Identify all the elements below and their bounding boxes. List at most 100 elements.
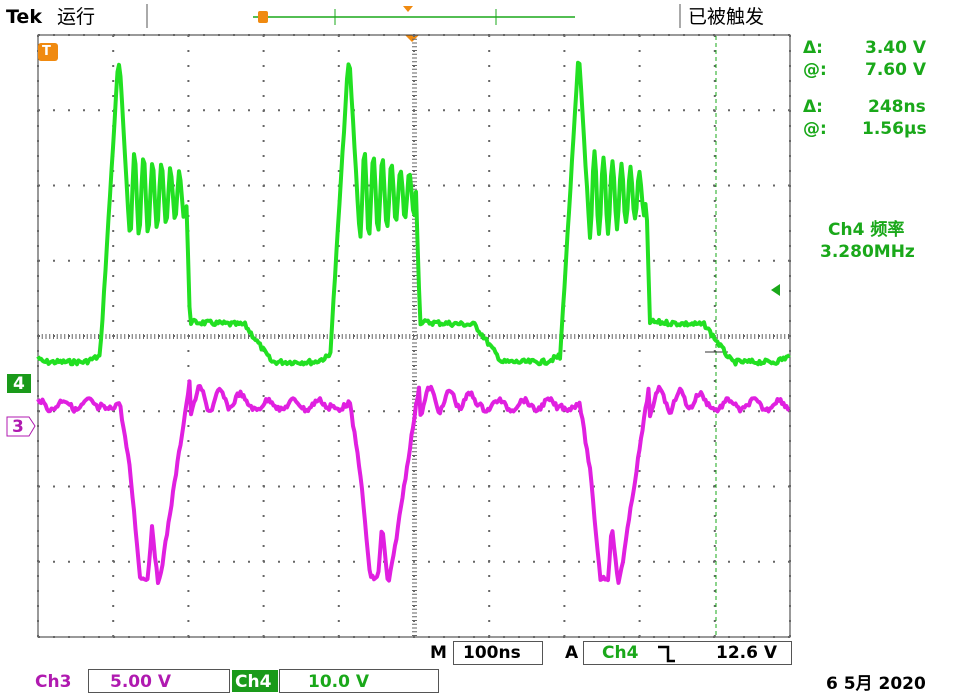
grid-dot — [488, 560, 490, 563]
grid-dot — [262, 65, 265, 67]
grid-dot — [37, 515, 39, 517]
grid-dot — [638, 140, 641, 142]
grid-dot — [683, 636, 685, 638]
grid-dot — [788, 109, 790, 112]
grid-dot — [112, 65, 115, 67]
grid-dot — [131, 334, 133, 339]
grid-dot — [412, 110, 417, 111]
grid-dot — [338, 636, 340, 638]
grid-dot — [593, 410, 595, 413]
grid-dot — [713, 636, 715, 638]
grid-dot — [112, 95, 115, 97]
grid-dot — [37, 530, 39, 532]
grid-dot — [218, 334, 219, 339]
grid-dot — [761, 334, 763, 339]
grid-dot — [262, 380, 265, 382]
grid-dot — [412, 61, 417, 63]
grid-dot — [412, 383, 417, 385]
grid-dot — [262, 425, 265, 427]
grid-dot — [210, 334, 212, 339]
grid-dot — [398, 636, 400, 638]
grid-dot — [638, 365, 641, 367]
grid-dot — [278, 259, 280, 262]
grid-dot — [143, 485, 145, 488]
grid-dot — [713, 109, 715, 112]
grid-dot — [488, 530, 491, 532]
grid-dot — [750, 334, 752, 339]
grid-dot — [638, 395, 641, 397]
grid-dot — [203, 334, 204, 339]
grid-dot — [323, 560, 325, 563]
grid-dot — [412, 496, 417, 498]
grid-dot — [412, 42, 417, 44]
grid-dot — [578, 485, 580, 488]
grid-dot — [412, 308, 417, 310]
grid-dot — [724, 334, 726, 339]
grid-dot — [143, 636, 145, 638]
grid-dot — [187, 620, 190, 622]
grid-dot — [71, 334, 73, 339]
grid-dot — [503, 410, 505, 413]
grid-dot — [563, 575, 566, 577]
grid-dot — [728, 109, 730, 112]
grid-dot — [37, 380, 39, 382]
grid-dot — [638, 245, 641, 247]
grid-dot — [337, 605, 340, 607]
grid-dot — [578, 109, 580, 112]
grid-dot — [416, 334, 418, 339]
grid-dot — [203, 184, 205, 187]
grid-dot — [390, 334, 392, 339]
grid-dot — [713, 620, 716, 622]
grid-dot — [79, 334, 81, 339]
grid-dot — [412, 76, 417, 78]
grid-dot — [263, 334, 264, 339]
grid-dot — [623, 34, 625, 36]
grid-dot — [203, 410, 205, 413]
grid-dot — [37, 620, 39, 622]
grid-dot — [304, 334, 306, 339]
grid-dot — [428, 334, 429, 339]
grid-dot — [412, 267, 417, 269]
grid-dot — [533, 636, 535, 638]
grid-dot — [83, 410, 85, 413]
grid-dot — [37, 290, 39, 292]
grid-dot — [113, 636, 115, 638]
grid-dot — [188, 34, 190, 36]
grid-dot — [623, 259, 625, 262]
grid-dot — [638, 230, 641, 232]
grid-dot — [184, 334, 186, 339]
grid-dot — [563, 95, 566, 97]
grid-dot — [262, 80, 265, 82]
grid-dot — [293, 410, 295, 413]
grid-dot — [383, 334, 384, 339]
grid-dot — [412, 548, 417, 550]
grid-dot — [788, 560, 790, 563]
grid-dot — [353, 34, 355, 36]
grid-dot — [789, 350, 791, 352]
grid-dot — [412, 162, 417, 164]
grid-dot — [323, 34, 325, 36]
grid-dot — [412, 290, 417, 291]
grid-dot — [563, 545, 566, 547]
grid-dot — [300, 334, 302, 339]
grid-dot — [476, 334, 478, 339]
grid-dot — [113, 560, 115, 563]
grid-dot — [608, 259, 610, 262]
grid-dot — [548, 334, 549, 339]
grid-dot — [262, 515, 265, 517]
grid-dot — [743, 636, 745, 638]
grid-dot — [337, 305, 340, 307]
grid-dot — [112, 590, 115, 592]
grid-dot — [412, 278, 417, 280]
grid-dot — [112, 80, 115, 82]
grid-dot — [412, 522, 417, 524]
grid-dot — [337, 395, 340, 397]
grid-dot — [548, 560, 550, 563]
grid-dot — [789, 395, 791, 397]
grid-dot — [713, 455, 716, 457]
grid-dot — [37, 275, 39, 277]
grid-dot — [412, 627, 417, 629]
grid-dot — [773, 334, 774, 339]
cursor-delta: 3.40 V — [865, 38, 927, 58]
grid-dot — [465, 334, 467, 339]
